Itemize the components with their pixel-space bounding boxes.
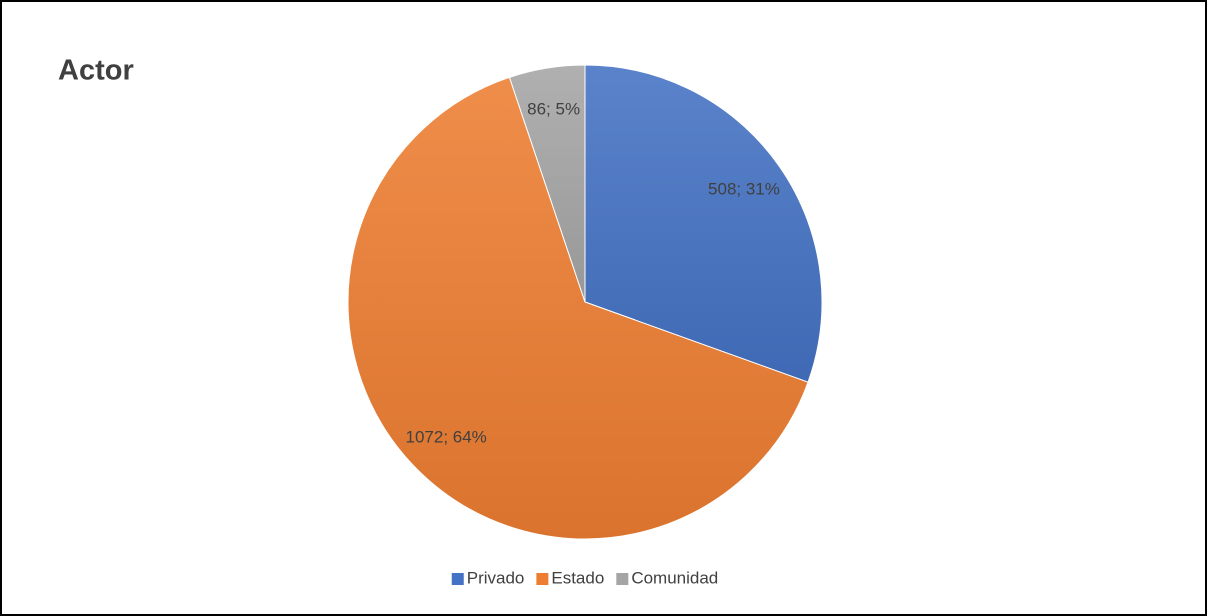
legend-swatch — [451, 573, 464, 585]
legend-label: Comunidad — [631, 568, 718, 587]
pie-slice — [508, 64, 586, 303]
legend-swatch — [616, 573, 629, 585]
data-label: 86; 5% — [527, 100, 580, 119]
pie-slice — [347, 76, 809, 540]
legend: Privado Estado Comunidad — [451, 568, 718, 587]
chart-title: Actor — [58, 55, 134, 87]
legend-swatch — [536, 573, 549, 585]
data-label: 1072; 64% — [406, 427, 487, 446]
legend-label: Estado — [551, 568, 604, 587]
data-label: 508; 31% — [708, 180, 780, 199]
legend-label: Privado — [467, 568, 525, 587]
pie-slice — [584, 64, 823, 383]
